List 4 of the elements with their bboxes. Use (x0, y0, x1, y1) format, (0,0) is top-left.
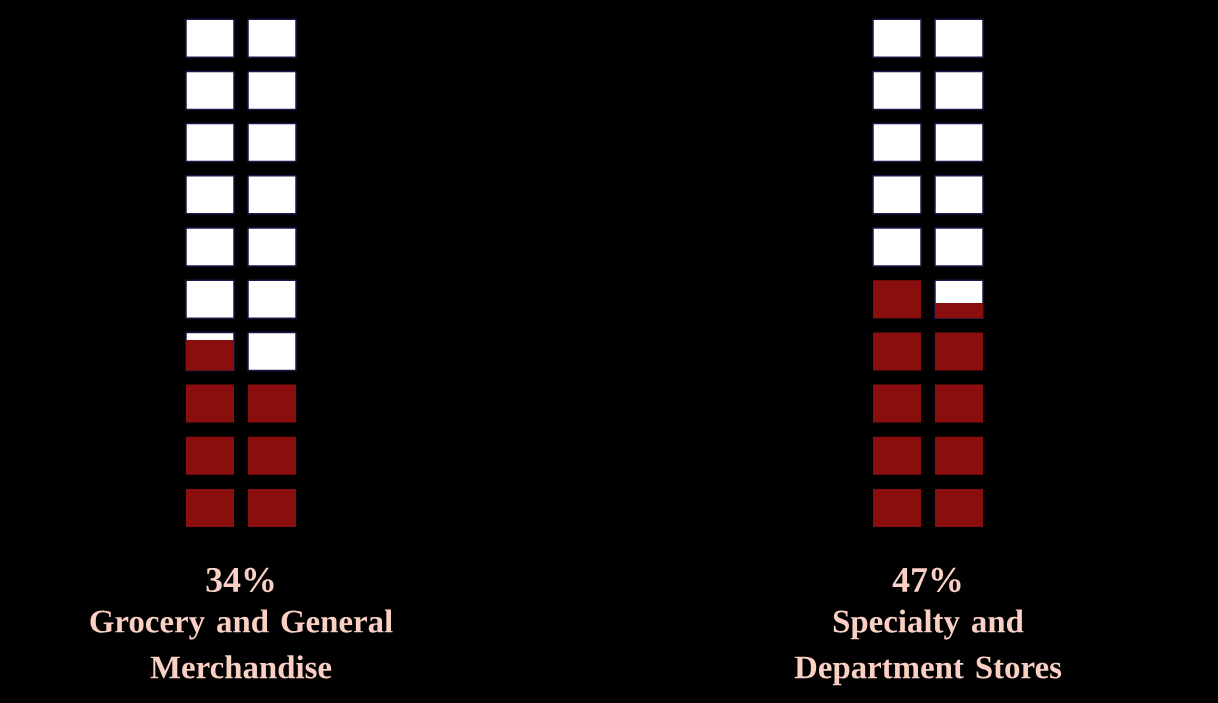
data-label: 34% (206, 567, 274, 593)
data-label: 47% (892, 567, 961, 593)
category-label: Specialty and Department Stores (794, 609, 1062, 686)
category-label: Grocery and General Merchandise (90, 609, 393, 679)
